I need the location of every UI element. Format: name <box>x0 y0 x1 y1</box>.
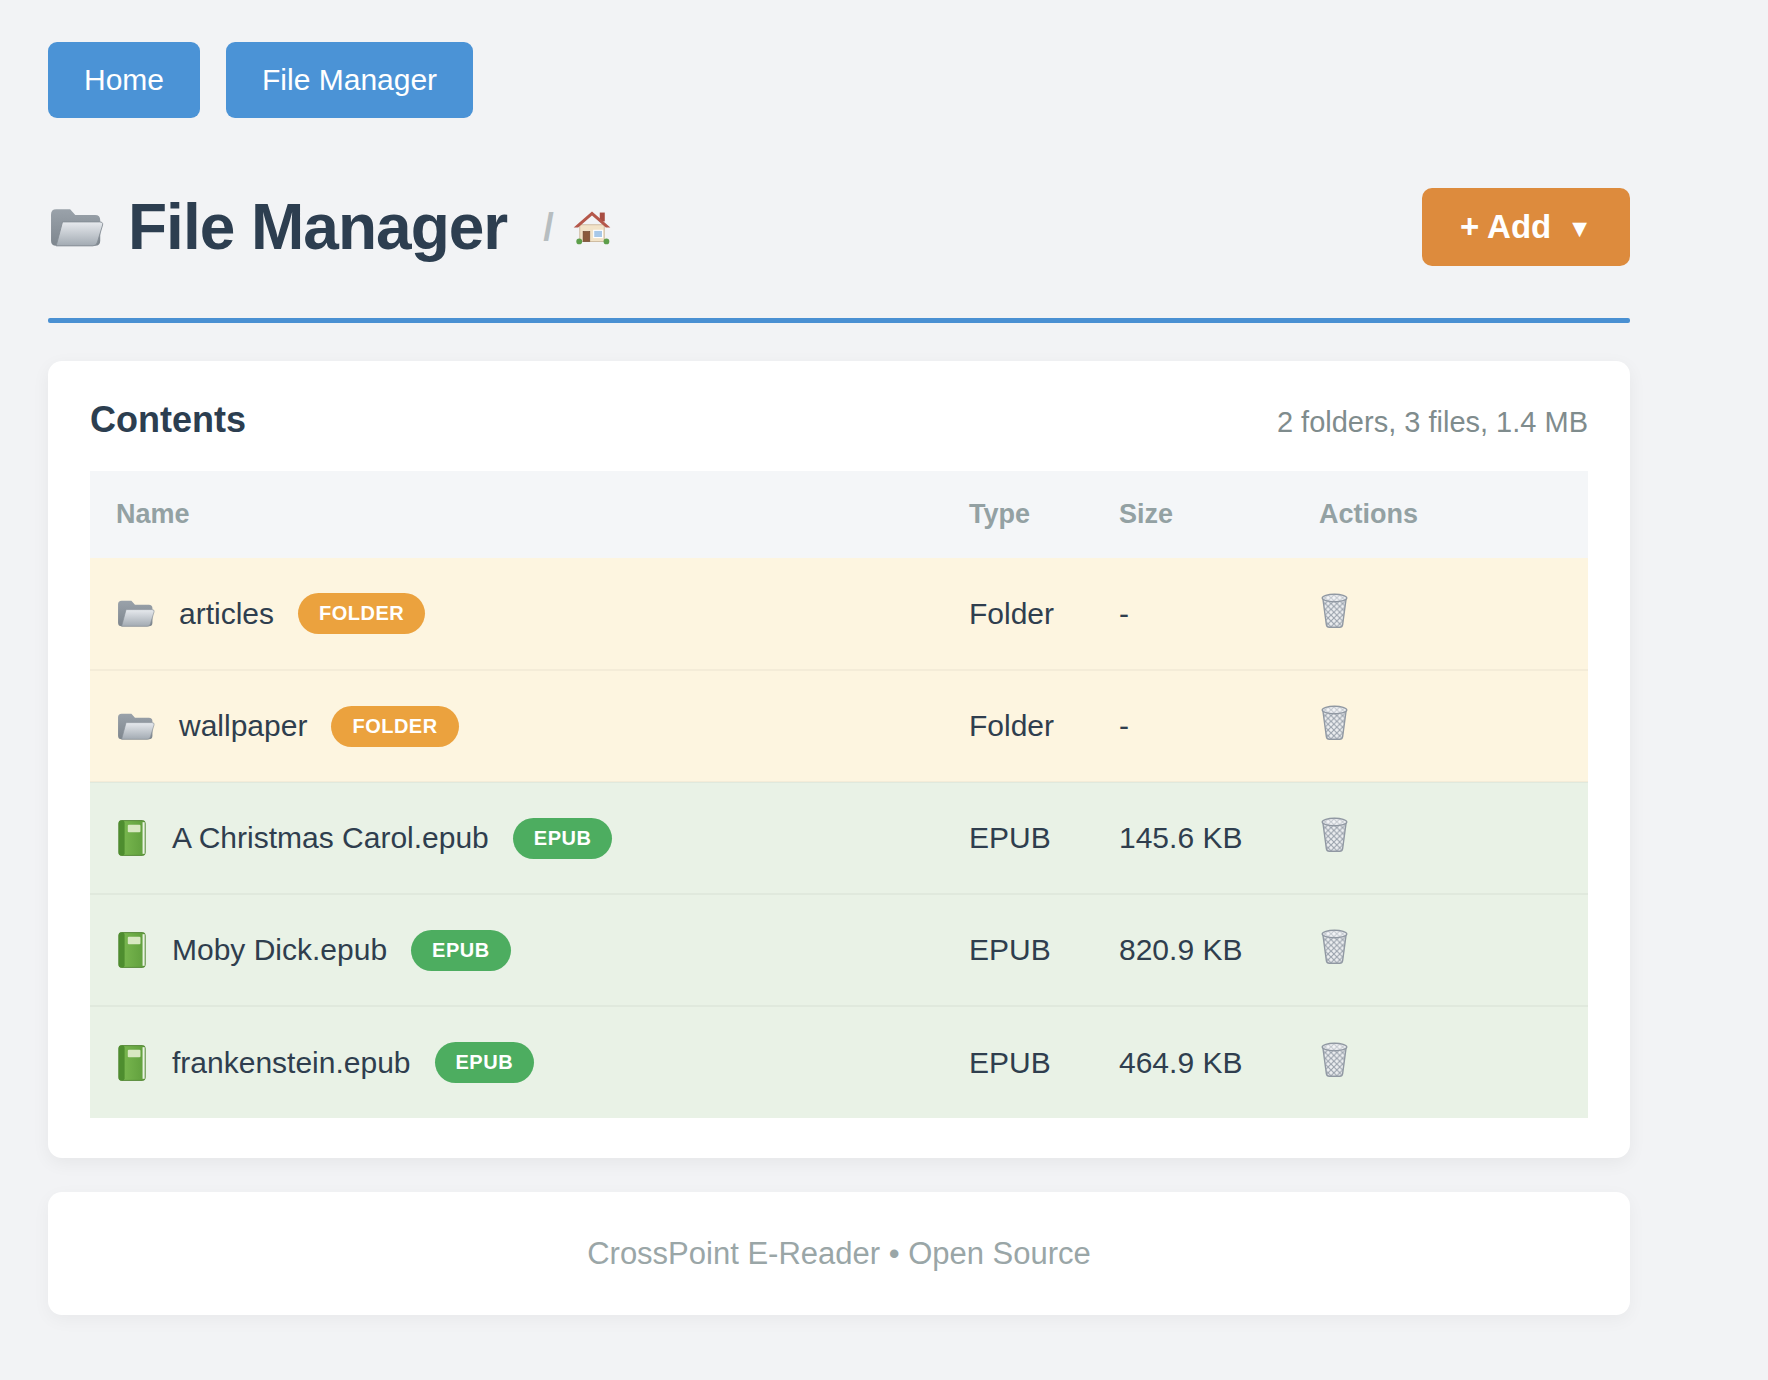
actions-cell <box>1293 782 1588 894</box>
folder-icon <box>116 597 155 630</box>
page-container: Home File Manager File Manager / + Add <box>48 0 1630 1315</box>
file-name[interactable]: wallpaper <box>179 709 307 743</box>
top-nav: Home File Manager <box>48 42 1630 118</box>
card-title: Contents <box>90 399 246 441</box>
size-cell: - <box>1093 558 1293 670</box>
file-name[interactable]: articles <box>179 597 274 631</box>
type-cell: Folder <box>943 670 1093 782</box>
delete-button[interactable] <box>1319 704 1350 744</box>
type-badge: EPUB <box>435 1042 535 1083</box>
actions-cell <box>1293 894 1588 1006</box>
type-badge: EPUB <box>513 818 613 859</box>
home-icon[interactable] <box>572 208 612 246</box>
nav-home-button[interactable]: Home <box>48 42 200 118</box>
folder-icon <box>116 710 155 743</box>
size-cell: - <box>1093 670 1293 782</box>
name-cell: Moby Dick.epub EPUB <box>90 894 943 1006</box>
size-cell: 820.9 KB <box>1093 894 1293 1006</box>
table-row: Moby Dick.epub EPUB EPUB 820.9 KB <box>90 894 1588 1006</box>
type-badge: FOLDER <box>298 593 425 634</box>
type-cell: EPUB <box>943 894 1093 1006</box>
trash-icon <box>1319 1041 1350 1081</box>
file-name[interactable]: Moby Dick.epub <box>172 933 387 967</box>
breadcrumb-separator: / <box>543 206 554 249</box>
delete-button[interactable] <box>1319 592 1350 632</box>
page-title: File Manager <box>128 190 507 264</box>
contents-card: Contents 2 folders, 3 files, 1.4 MB Name… <box>48 361 1630 1158</box>
trash-icon <box>1319 704 1350 744</box>
delete-button[interactable] <box>1319 928 1350 968</box>
name-cell: articles FOLDER <box>90 558 943 670</box>
type-cell: EPUB <box>943 782 1093 894</box>
book-icon <box>116 1044 148 1082</box>
table-header-row: Name Type Size Actions <box>90 471 1588 558</box>
column-header-size: Size <box>1093 471 1293 558</box>
table-row: A Christmas Carol.epub EPUB EPUB 145.6 K… <box>90 782 1588 894</box>
table-row: wallpaper FOLDER Folder - <box>90 670 1588 782</box>
type-badge: EPUB <box>411 930 511 971</box>
add-button[interactable]: + Add ▼ <box>1422 188 1630 266</box>
trash-icon <box>1319 928 1350 968</box>
actions-cell <box>1293 1006 1588 1118</box>
chevron-down-icon: ▼ <box>1567 214 1592 243</box>
footer: CrossPoint E-Reader • Open Source <box>48 1192 1630 1315</box>
book-icon <box>116 819 148 857</box>
folder-icon <box>48 204 104 251</box>
actions-cell <box>1293 558 1588 670</box>
type-cell: Folder <box>943 558 1093 670</box>
name-cell: wallpaper FOLDER <box>90 670 943 782</box>
file-table: Name Type Size Actions articles FOLDER F… <box>90 471 1588 1118</box>
trash-icon <box>1319 592 1350 632</box>
name-cell: frankenstein.epub EPUB <box>90 1006 943 1118</box>
type-badge: FOLDER <box>331 706 458 747</box>
nav-file-manager-button[interactable]: File Manager <box>226 42 473 118</box>
column-header-name: Name <box>90 471 943 558</box>
actions-cell <box>1293 670 1588 782</box>
column-header-type: Type <box>943 471 1093 558</box>
file-name[interactable]: A Christmas Carol.epub <box>172 821 489 855</box>
table-row: articles FOLDER Folder - <box>90 558 1588 670</box>
file-name[interactable]: frankenstein.epub <box>172 1046 411 1080</box>
trash-icon <box>1319 816 1350 856</box>
table-row: frankenstein.epub EPUB EPUB 464.9 KB <box>90 1006 1588 1118</box>
footer-text: CrossPoint E-Reader • Open Source <box>587 1236 1091 1272</box>
card-header: Contents 2 folders, 3 files, 1.4 MB <box>90 399 1588 441</box>
add-button-label: + Add <box>1460 208 1551 246</box>
contents-summary: 2 folders, 3 files, 1.4 MB <box>1277 406 1588 439</box>
delete-button[interactable] <box>1319 1041 1350 1081</box>
book-icon <box>116 931 148 969</box>
page-header: File Manager / + Add ▼ <box>48 188 1630 266</box>
type-cell: EPUB <box>943 1006 1093 1118</box>
name-cell: A Christmas Carol.epub EPUB <box>90 782 943 894</box>
size-cell: 145.6 KB <box>1093 782 1293 894</box>
delete-button[interactable] <box>1319 816 1350 856</box>
size-cell: 464.9 KB <box>1093 1006 1293 1118</box>
column-header-actions: Actions <box>1293 471 1588 558</box>
header-divider <box>48 318 1630 323</box>
